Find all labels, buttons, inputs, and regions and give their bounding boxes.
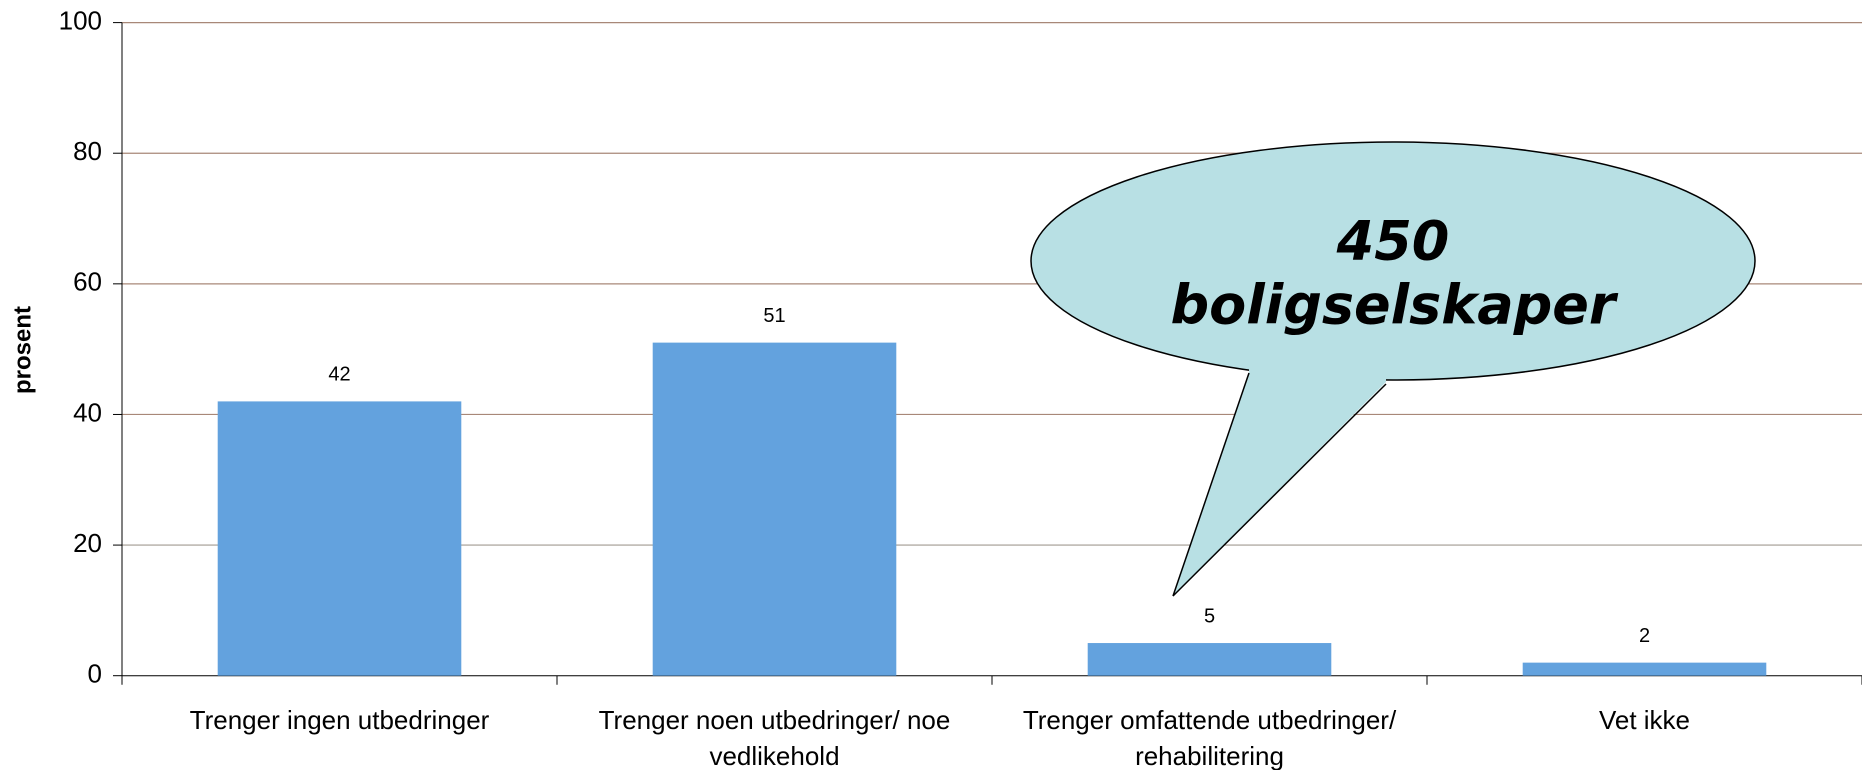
y-tick-label: 0 [88, 659, 102, 689]
y-tick-label: 60 [73, 267, 102, 297]
x-tick-label: Trenger omfattende utbedringer/ rehabili… [1022, 704, 1397, 770]
callout-tail [1173, 350, 1386, 596]
callout-text: 450 [1336, 210, 1450, 273]
data-label: 42 [328, 364, 350, 386]
y-tick-label: 40 [73, 397, 102, 427]
data-label: 2 [1639, 625, 1650, 647]
bar [217, 401, 462, 676]
data-label: 5 [1204, 605, 1215, 627]
bar [1522, 662, 1767, 676]
callout-text: boligselskaper [1170, 274, 1618, 337]
data-label: 51 [763, 305, 785, 327]
callout-tail-edge [1172, 383, 1387, 597]
y-axis-label: prosent [9, 306, 36, 394]
x-tick-label: Trenger ingen utbedringer [189, 704, 490, 735]
y-tick-label: 80 [73, 136, 102, 166]
callout-tail-edge [1172, 372, 1250, 597]
callout-bubble [1030, 141, 1756, 381]
x-tick-label: Vet ikke [1598, 704, 1691, 735]
y-tick-label: 100 [59, 5, 102, 35]
bar [1087, 643, 1332, 676]
y-tick-label: 20 [73, 528, 102, 558]
bar [652, 342, 897, 676]
x-tick-label: Trenger noen utbedringer/ noe vedlikehol… [598, 704, 951, 770]
